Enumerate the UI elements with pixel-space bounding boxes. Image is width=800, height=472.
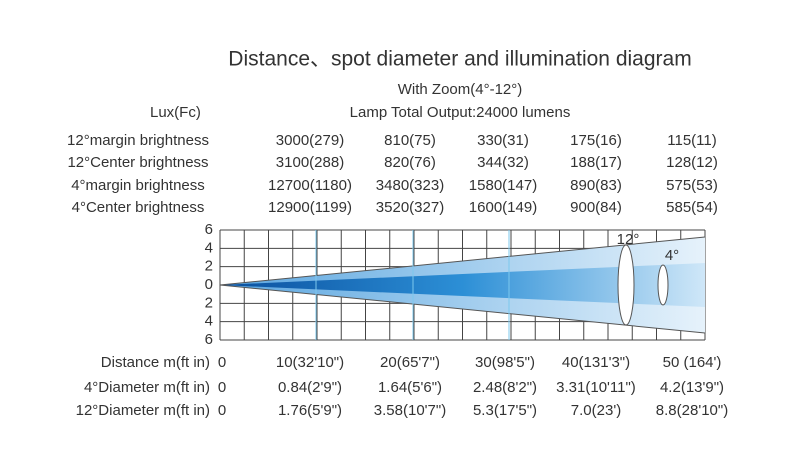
row-label: 4°margin brightness	[71, 177, 205, 194]
cell: 1.76(5'9")	[278, 402, 342, 419]
cell: 820(76)	[384, 154, 436, 171]
beam-label: 12°	[617, 231, 640, 248]
axis-label: 6	[205, 221, 213, 238]
cell: 3520(327)	[376, 199, 444, 216]
cell: 188(17)	[570, 154, 622, 171]
cell: 30(98'5")	[475, 354, 535, 371]
cell: 3100(288)	[276, 154, 344, 171]
cell: 175(16)	[570, 132, 622, 149]
axis-label: 2	[205, 294, 213, 311]
cell: 900(84)	[570, 199, 622, 216]
cell: 1580(147)	[469, 177, 537, 194]
lux-label: Lux(Fc)	[150, 104, 201, 121]
cell: 575(53)	[666, 177, 718, 194]
row-label: 12°Center brightness	[67, 154, 208, 171]
cell: 810(75)	[384, 132, 436, 149]
cell: 3.58(10'7")	[374, 402, 446, 419]
row-label: 4°Center brightness	[72, 199, 205, 216]
cell: 890(83)	[570, 177, 622, 194]
cell: 40(131'3")	[562, 354, 630, 371]
cell: 10(32'10")	[276, 354, 344, 371]
beam-edge	[219, 236, 706, 286]
title: Distance、spot diameter and illumination …	[228, 48, 691, 71]
beam-label: 4°	[665, 247, 679, 264]
cell: 12900(1199)	[268, 199, 352, 216]
row-label: 4°Diameter m(ft in)	[84, 379, 210, 396]
cell: 115(11)	[667, 132, 716, 149]
cell: 585(54)	[666, 199, 718, 216]
axis-label: 4	[205, 239, 213, 256]
cell: 1.64(5'6")	[378, 379, 442, 396]
row-label: 12°margin brightness	[67, 132, 209, 149]
cell: 3480(323)	[376, 177, 444, 194]
cell: 0	[218, 379, 226, 396]
cell: 0	[218, 354, 226, 371]
axis-label: 2	[205, 258, 213, 275]
cell: 12700(1180)	[268, 177, 352, 194]
cell: 5.3(17'5")	[473, 402, 537, 419]
cell: 128(12)	[666, 154, 718, 171]
cell: 1600(149)	[469, 199, 537, 216]
cell: 2.48(8'2")	[473, 379, 537, 396]
row-label: Distance m(ft in)	[101, 354, 210, 371]
output: Lamp Total Output:24000 lumens	[350, 104, 571, 121]
beam-edge	[219, 284, 706, 334]
cell: 8.8(28'10")	[656, 402, 728, 419]
axis-label: 6	[205, 331, 213, 348]
spot-4	[657, 264, 669, 306]
cell: 0	[218, 402, 226, 419]
cell: 330(31)	[477, 132, 529, 149]
cell: 3000(279)	[276, 132, 344, 149]
cell: 0.84(2'9")	[278, 379, 342, 396]
cell: 4.2(13'9")	[660, 379, 724, 396]
axis-label: 4	[205, 313, 213, 330]
axis-label: 0	[205, 276, 213, 293]
subtitle: With Zoom(4°-12°)	[398, 81, 523, 98]
row-label: 12°Diameter m(ft in)	[76, 402, 210, 419]
cell: 7.0(23')	[571, 402, 621, 419]
beam-4	[220, 263, 705, 307]
cell: 344(32)	[477, 154, 529, 171]
cell: 50 (164')	[663, 354, 722, 371]
cell: 3.31(10'11")	[556, 379, 636, 396]
spot-12	[617, 244, 635, 326]
cell: 20(65'7")	[380, 354, 440, 371]
